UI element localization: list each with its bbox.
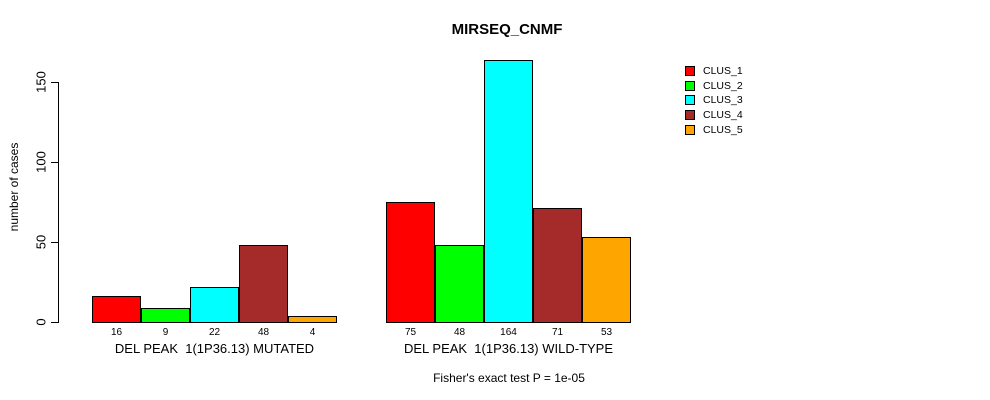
bar-value-label: 22 — [208, 327, 221, 338]
y-tick-label: 50 — [33, 234, 49, 250]
legend-swatch-clus_2 — [685, 80, 695, 91]
bar-value-label: 16 — [110, 327, 123, 338]
group-label: DEL PEAK 1(1P36.13) WILD-TYPE — [403, 341, 614, 356]
y-tick — [51, 322, 58, 323]
legend-item: CLUS_4 — [685, 108, 743, 123]
legend-swatch-clus_3 — [685, 95, 695, 106]
legend-item: CLUS_5 — [685, 122, 743, 137]
bar-value-label: 9 — [162, 327, 169, 338]
y-tick-label: 0 — [33, 318, 49, 326]
bar-clus_2-group1 — [141, 307, 190, 323]
legend-item: CLUS_1 — [685, 64, 743, 79]
bar-clus_1-group2 — [386, 202, 435, 323]
bar-value-label: 53 — [600, 327, 613, 338]
statistical-test-caption: Fisher's exact test P = 1e-05 — [433, 371, 585, 385]
y-tick-label: 150 — [33, 71, 49, 93]
bar-value-label: 4 — [309, 327, 316, 338]
bar-value-label: 48 — [453, 327, 466, 338]
chart-title: MIRSEQ_CNMF — [451, 21, 563, 38]
y-tick-label: 100 — [33, 151, 49, 173]
bar-value-label: 48 — [257, 327, 270, 338]
group-label: DEL PEAK 1(1P36.13) MUTATED — [114, 341, 315, 356]
bar-clus_1-group1 — [92, 296, 141, 323]
bar-value-label: 71 — [551, 327, 564, 338]
legend: CLUS_1 CLUS_2 CLUS_3 CLUS_4 CLUS_5 — [685, 64, 743, 137]
legend-label: CLUS_2 — [703, 79, 743, 92]
y-tick — [51, 242, 58, 243]
legend-item: CLUS_2 — [685, 79, 743, 94]
bar-value-label: 164 — [500, 327, 517, 338]
legend-swatch-clus_5 — [685, 124, 695, 135]
legend-item: CLUS_3 — [685, 93, 743, 108]
bar-clus_4-group1 — [239, 245, 288, 323]
legend-label: CLUS_3 — [703, 94, 743, 107]
bar-clus_5-group2 — [582, 237, 631, 323]
legend-label: CLUS_1 — [703, 65, 743, 78]
legend-label: CLUS_5 — [703, 123, 743, 136]
bar-value-label: 75 — [404, 327, 417, 338]
bar-clus_3-group2 — [484, 59, 533, 323]
bar-clus_2-group2 — [435, 245, 484, 323]
y-axis-label: number of cases — [7, 142, 21, 232]
bar-clus_4-group2 — [533, 208, 582, 323]
y-tick — [51, 82, 58, 83]
bar-clus_5-group1 — [288, 315, 337, 323]
legend-swatch-clus_1 — [685, 66, 695, 77]
y-axis-line — [58, 82, 59, 323]
y-tick — [51, 162, 58, 163]
legend-swatch-clus_4 — [685, 110, 695, 121]
legend-label: CLUS_4 — [703, 109, 743, 122]
bar-clus_3-group1 — [190, 286, 239, 323]
